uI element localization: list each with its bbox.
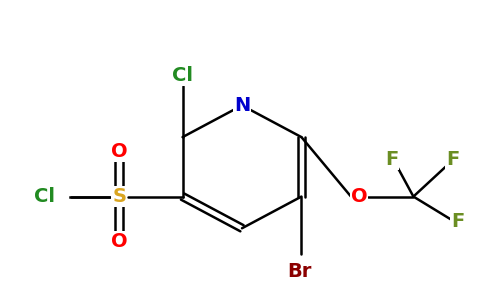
Text: F: F [385,150,398,170]
Text: N: N [234,96,250,115]
Text: Cl: Cl [172,66,193,85]
Text: O: O [111,232,127,250]
Text: Br: Br [287,262,312,281]
Text: F: F [446,150,460,170]
Text: F: F [452,212,465,231]
Text: O: O [111,142,127,161]
Text: S: S [112,187,126,206]
Text: O: O [350,187,367,206]
Text: Cl: Cl [34,187,55,206]
